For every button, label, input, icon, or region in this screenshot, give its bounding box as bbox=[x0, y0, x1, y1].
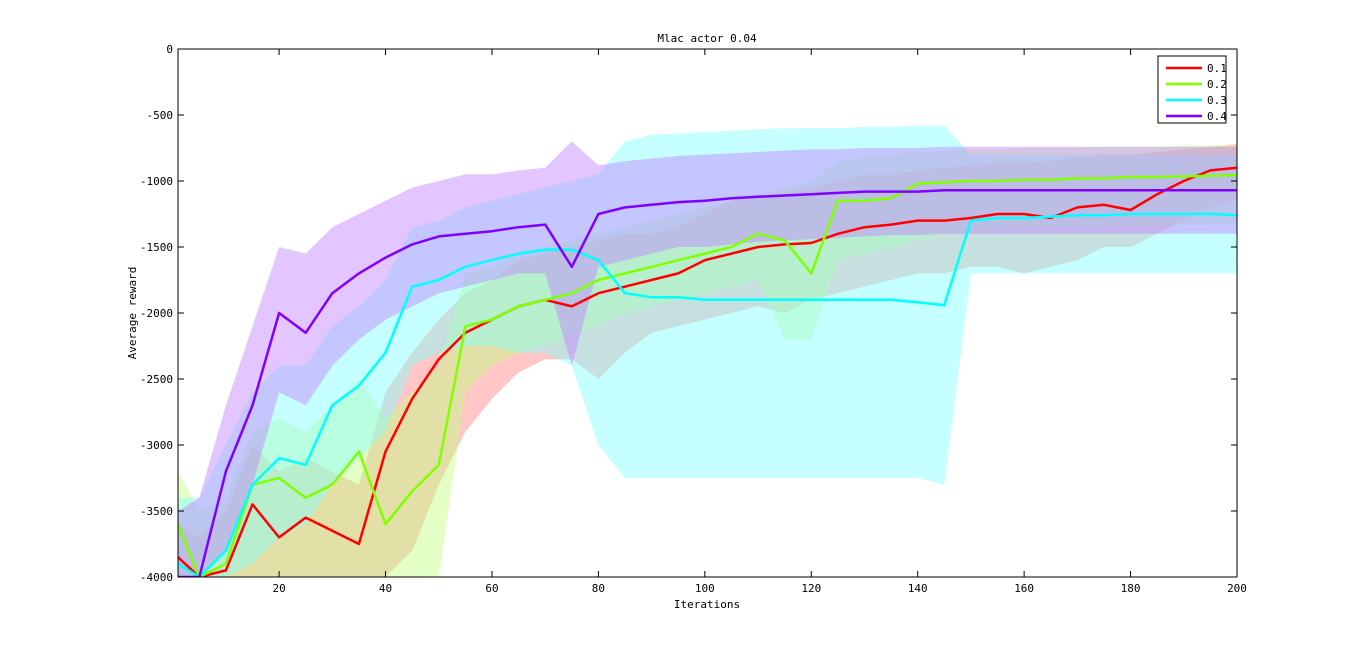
x-tick-label: 20 bbox=[272, 582, 285, 595]
y-tick-label: 0 bbox=[166, 43, 173, 56]
band-series-0.3 bbox=[178, 125, 1237, 577]
legend-label-0.4: 0.4 bbox=[1207, 110, 1227, 123]
confidence-bands bbox=[178, 125, 1237, 577]
x-axis-ticks: 20 40 60 80 100 120 140 160 180 200 bbox=[272, 49, 1247, 595]
band-series-0.2 bbox=[178, 145, 1237, 577]
x-tick-label: 180 bbox=[1121, 582, 1141, 595]
y-tick-label: -1500 bbox=[140, 241, 173, 254]
legend: 0.1 0.2 0.3 0.4 bbox=[1157, 55, 1227, 124]
x-tick-label: 100 bbox=[695, 582, 715, 595]
band-series-0.4 bbox=[178, 141, 1237, 577]
x-tick-label: 60 bbox=[485, 582, 498, 595]
y-tick-label: -2000 bbox=[140, 307, 173, 320]
x-tick-label: 80 bbox=[592, 582, 605, 595]
y-axis-ticks: 0 -500 -1000 -1500 -2000 -2500 -3000 -3500 -4000 bbox=[140, 43, 1237, 584]
band-series-0.1 bbox=[178, 144, 1237, 577]
y-tick-label: -1000 bbox=[140, 175, 173, 188]
legend-label-0.3: 0.3 bbox=[1207, 94, 1227, 107]
x-tick-label: 40 bbox=[379, 582, 392, 595]
series-lines bbox=[178, 166, 1237, 577]
x-tick-label: 160 bbox=[1014, 582, 1034, 595]
y-tick-label: -2500 bbox=[140, 373, 173, 386]
x-tick-label: 200 bbox=[1227, 582, 1247, 595]
chart-title: Mlac actor 0.04 bbox=[657, 32, 757, 45]
line-series-0.3 bbox=[178, 212, 1237, 577]
y-axis-label: Average reward bbox=[126, 267, 139, 360]
x-tick-label: 120 bbox=[801, 582, 821, 595]
legend-label-0.2: 0.2 bbox=[1207, 78, 1227, 91]
plot-area bbox=[178, 49, 1237, 577]
y-tick-label: -4000 bbox=[140, 571, 173, 584]
line-series-0.4 bbox=[178, 188, 1237, 577]
x-axis-label: Iterations bbox=[674, 598, 740, 611]
line-series-0.2 bbox=[178, 173, 1237, 577]
legend-label-0.1: 0.1 bbox=[1207, 62, 1227, 75]
x-tick-label: 140 bbox=[908, 582, 928, 595]
y-tick-label: -500 bbox=[147, 109, 174, 122]
y-tick-label: -3000 bbox=[140, 439, 173, 452]
line-series-0.1 bbox=[178, 166, 1237, 577]
y-tick-label: -3500 bbox=[140, 505, 173, 518]
